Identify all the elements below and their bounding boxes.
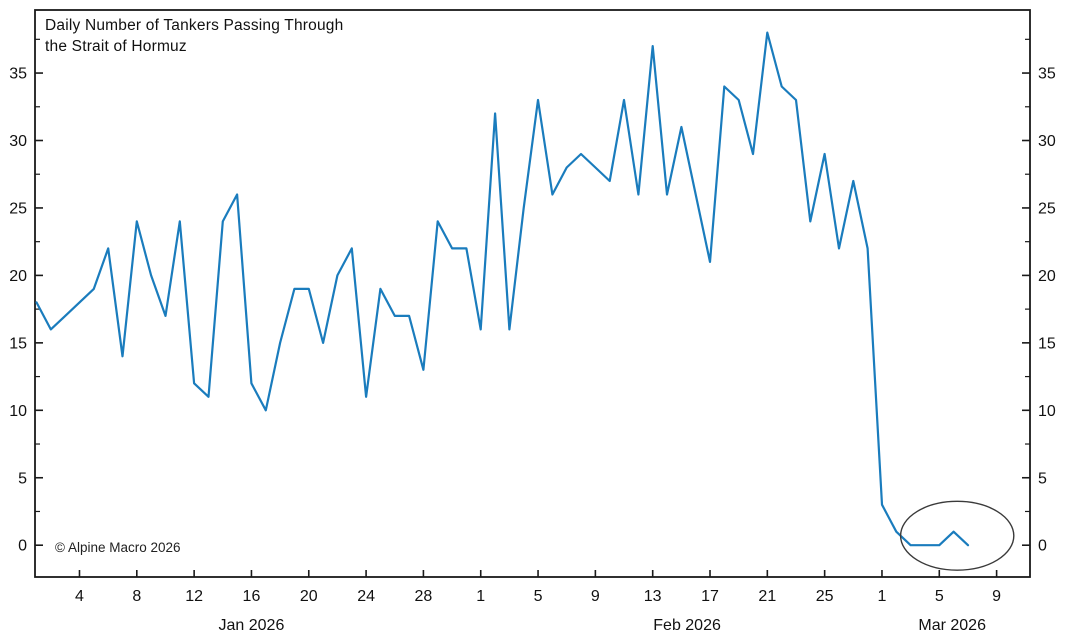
y-tick-label-right: 30	[1038, 133, 1056, 150]
x-tick-label: 21	[758, 588, 776, 605]
highlight-ellipse	[899, 500, 1015, 571]
x-tick-label: 20	[300, 588, 318, 605]
x-tick-label: 8	[132, 588, 141, 605]
tanker-series-line	[35, 31, 970, 547]
x-month-label: Feb 2026	[653, 617, 721, 634]
y-tick-label-left: 5	[18, 470, 27, 487]
x-tick-label: 13	[644, 588, 662, 605]
y-tick-label-left: 25	[9, 200, 27, 217]
x-tick-label: 4	[75, 588, 84, 605]
x-tick-label: 5	[935, 588, 944, 605]
copyright-watermark: © Alpine Macro 2026	[55, 540, 181, 555]
x-month-label: Jan 2026	[219, 617, 285, 634]
y-tick-label-left: 0	[18, 538, 27, 555]
x-tick-label: 17	[701, 588, 719, 605]
x-month-label: Mar 2026	[918, 617, 986, 634]
y-tick-label-right: 5	[1038, 470, 1047, 487]
y-tick-label-right: 15	[1038, 335, 1056, 352]
y-tick-label-right: 10	[1038, 403, 1056, 420]
x-tick-label: 9	[992, 588, 1001, 605]
y-tick-label-right: 20	[1038, 268, 1056, 285]
y-tick-label-right: 25	[1038, 200, 1056, 217]
y-tick-label-left: 30	[9, 133, 27, 150]
x-tick-label: 16	[243, 588, 261, 605]
x-tick-label: 1	[476, 588, 485, 605]
x-tick-label: 12	[185, 588, 203, 605]
chart-title-line2: the Strait of Hormuz	[45, 38, 187, 55]
y-tick-label-left: 35	[9, 66, 27, 83]
x-tick-label: 24	[357, 588, 375, 605]
chart-title: Daily Number of Tankers Passing Through …	[45, 15, 343, 57]
plot-frame	[34, 9, 1031, 578]
x-tick-label: 1	[878, 588, 887, 605]
y-tick-label-left: 10	[9, 403, 27, 420]
x-tick-label: 28	[415, 588, 433, 605]
chart-title-line1: Daily Number of Tankers Passing Through	[45, 17, 344, 34]
y-tick-label-right: 0	[1038, 538, 1047, 555]
x-tick-label: 9	[591, 588, 600, 605]
y-tick-label-left: 15	[9, 335, 27, 352]
y-tick-label-left: 20	[9, 268, 27, 285]
y-tick-label-right: 35	[1038, 66, 1056, 83]
x-tick-label: 5	[534, 588, 543, 605]
x-tick-label: 25	[816, 588, 834, 605]
